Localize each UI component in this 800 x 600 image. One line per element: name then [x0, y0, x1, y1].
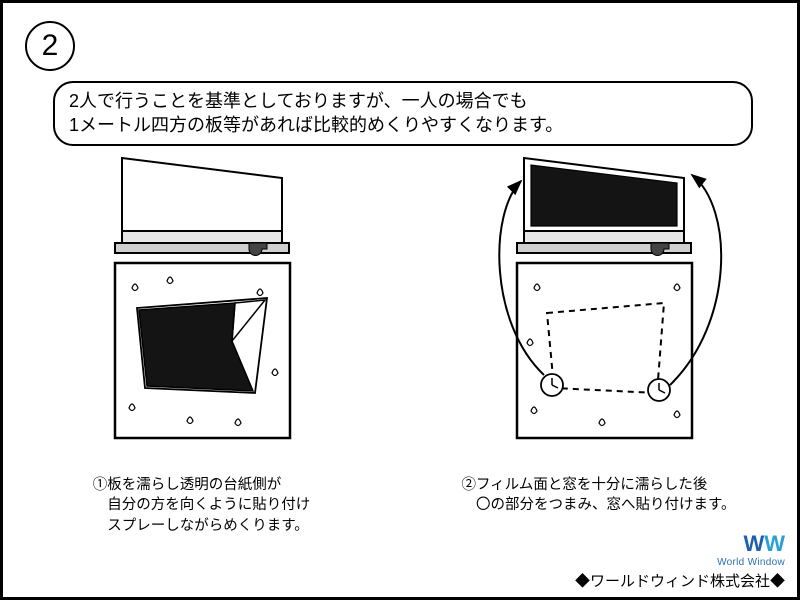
instruction-note: 2人で行うことを基準としておりますが、一人の場合でも 1メートル四方の板等があれ…	[53, 81, 753, 146]
step-number: 2	[42, 29, 59, 63]
panel-right-caption: ②フィルム面と窓を十分に濡らした後 〇の部分をつまみ、窓へ貼り付けます。	[461, 475, 735, 516]
brand-logo: WW	[575, 531, 785, 557]
panel-left: ①板を濡らし透明の台紙側が 自分の方を向くように貼り付け スプレーしながらめくり…	[52, 153, 352, 536]
panel-left-caption: ①板を濡らし透明の台紙側が 自分の方を向くように貼り付け スプレーしながらめくり…	[93, 475, 311, 536]
brand-small-text: World Window	[575, 557, 785, 568]
step-number-badge: 2	[25, 21, 75, 71]
company-name: ◆ワールドウィンド株式会社◆	[575, 570, 785, 591]
panel-left-diagram	[67, 153, 337, 463]
panel-right-diagram	[449, 153, 749, 463]
panel-right: ②フィルム面と窓を十分に濡らした後 〇の部分をつまみ、窓へ貼り付けます。	[449, 153, 749, 536]
footer: WW World Window ◆ワールドウィンド株式会社◆	[575, 531, 785, 591]
